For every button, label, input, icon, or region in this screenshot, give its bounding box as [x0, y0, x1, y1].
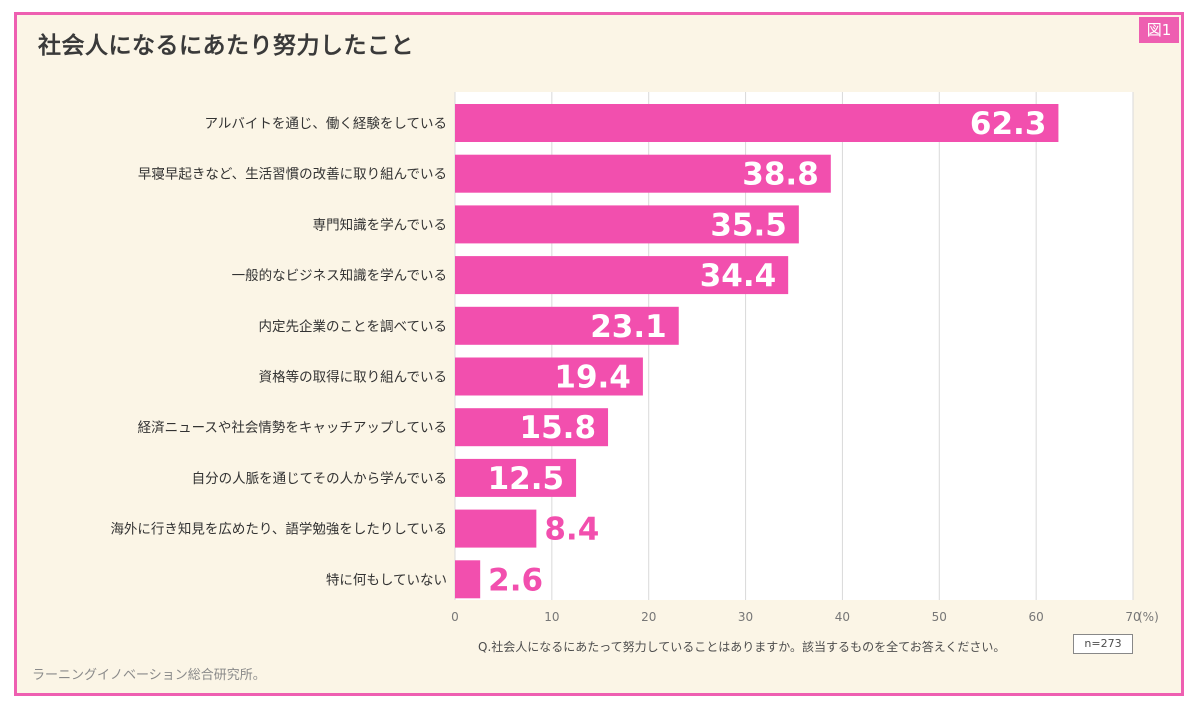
data-label: 23.1 — [590, 309, 667, 345]
sample-size-badge: n=273 — [1073, 634, 1133, 654]
data-label: 34.4 — [700, 258, 777, 294]
survey-question: Q.社会人になるにあたって努力していることはありますか。該当するものを全てお答え… — [478, 640, 1006, 654]
x-tick-label: 30 — [738, 610, 753, 624]
data-label: 2.6 — [488, 562, 543, 598]
bar — [455, 306, 679, 345]
data-label: 19.4 — [554, 360, 631, 396]
data-label: 8.4 — [544, 512, 599, 548]
x-tick-label: 20 — [641, 610, 656, 624]
x-tick-label: 70 — [1125, 610, 1140, 624]
category-label: 海外に行き知見を広めたり、語学勉強をしたりしている — [110, 521, 447, 538]
x-tick-label: 0 — [451, 610, 459, 624]
bar — [455, 104, 1059, 142]
bar — [455, 458, 577, 497]
category-label: 早寝早起きなど、生活習慣の改善に取り組んでいる — [138, 166, 447, 183]
data-label: 12.5 — [488, 461, 565, 497]
bar — [455, 154, 831, 193]
source-credit: ラーニングイノベーション総合研究所。 — [32, 668, 266, 683]
x-tick-label: 50 — [932, 610, 947, 624]
bar — [455, 205, 799, 244]
bar — [455, 357, 643, 396]
category-label: 専門知識を学んでいる — [313, 216, 447, 233]
category-label: 経済ニュースや社会情勢をキャッチアップしている — [138, 420, 447, 436]
category-label: 資格等の取得に取り組んでいる — [259, 369, 447, 386]
x-axis-unit: (%) — [1138, 610, 1159, 624]
bar — [455, 408, 609, 447]
bar — [455, 560, 481, 599]
data-label: 62.3 — [970, 106, 1047, 142]
data-label: 38.8 — [742, 157, 819, 193]
x-tick-label: 10 — [544, 610, 559, 624]
category-label: 自分の人脈を通じてその人から学んでいる — [192, 471, 447, 487]
data-label: 35.5 — [710, 207, 787, 243]
data-label: 15.8 — [520, 410, 597, 446]
category-label: 一般的なビジネス知識を学んでいる — [232, 267, 447, 284]
bar — [455, 509, 537, 548]
x-tick-label: 60 — [1029, 610, 1044, 624]
chart-title: 社会人になるにあたり努力したこと — [38, 33, 414, 59]
category-label: アルバイトを通じ、働く経験をしている — [205, 116, 447, 132]
category-label: 特に何もしていない — [326, 572, 447, 588]
category-label: 内定先企業のことを調べている — [259, 318, 447, 335]
figure-tag: 図1 — [1139, 17, 1179, 43]
bar — [455, 256, 789, 295]
x-tick-label: 40 — [835, 610, 850, 624]
